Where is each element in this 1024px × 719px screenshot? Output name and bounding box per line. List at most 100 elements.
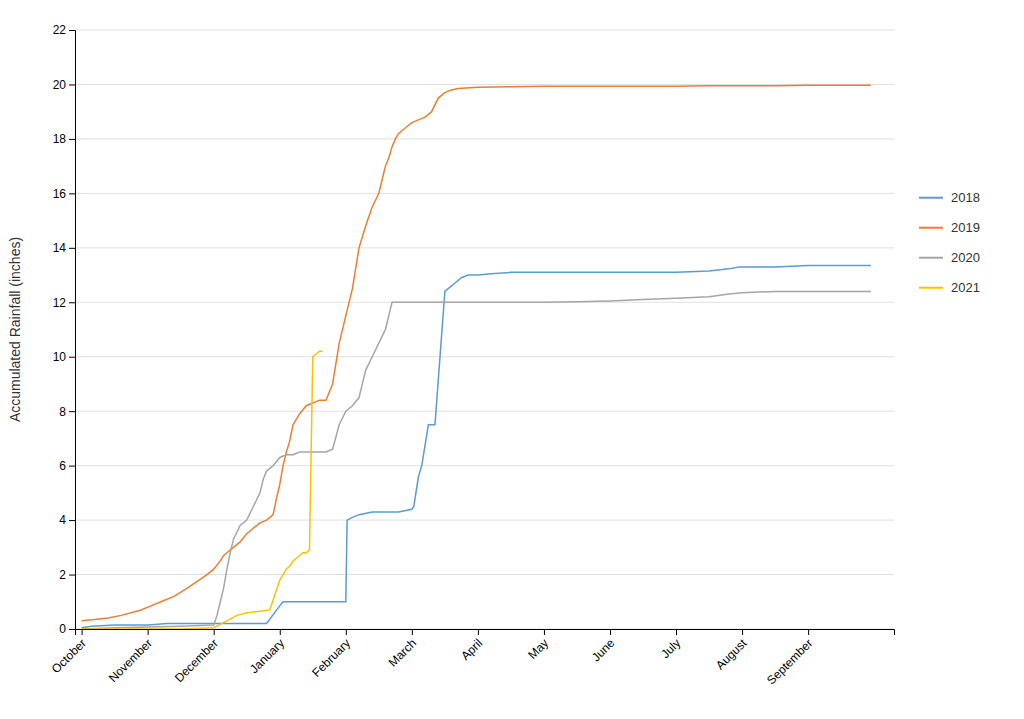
x-tick: July <box>658 629 683 661</box>
x-tick-label: October <box>49 636 89 676</box>
grid <box>75 30 894 629</box>
grid-line <box>75 465 894 466</box>
y-tick: 4 <box>59 513 75 527</box>
legend-item: 2021 <box>919 280 980 295</box>
legend-swatch <box>919 287 943 289</box>
y-axis-title: Accumulated Rainfall (inches) <box>7 237 23 422</box>
y-tick-label: 20 <box>53 78 67 92</box>
x-tick-mark <box>214 629 215 635</box>
y-tick: 22 <box>53 23 75 37</box>
y-tick-label: 18 <box>53 132 67 146</box>
x-tick-mark <box>676 629 677 635</box>
x-axis: October November December January February Ma… <box>49 629 895 687</box>
y-tick-mark <box>69 84 75 85</box>
x-tick-mark <box>82 629 83 635</box>
y-tick-label: 2 <box>59 568 66 582</box>
x-tick: February <box>309 629 353 680</box>
x-tick: January <box>247 629 287 676</box>
y-tick-label: 10 <box>53 350 67 364</box>
legend-label: 2018 <box>951 190 980 205</box>
y-tick: 2 <box>59 568 75 582</box>
y-tick-mark <box>69 520 75 521</box>
x-axis-line <box>76 630 895 636</box>
series-line <box>82 291 871 629</box>
x-tick-mark <box>478 629 479 635</box>
grid-line <box>75 411 894 412</box>
y-tick-mark <box>69 193 75 194</box>
y-tick: 0 <box>59 622 75 636</box>
y-tick-mark <box>69 302 75 303</box>
plot: October November December January February Ma… <box>7 23 895 687</box>
x-tick-mark <box>412 629 413 635</box>
y-tick: 6 <box>59 459 75 473</box>
x-tick: March <box>386 629 419 670</box>
x-tick: June <box>589 629 618 664</box>
y-tick-label: 6 <box>59 459 66 473</box>
y-tick-mark <box>69 139 75 140</box>
x-tick-label: April <box>458 636 485 663</box>
y-tick: 18 <box>53 132 75 146</box>
legend-label: 2021 <box>951 280 980 295</box>
x-tick-mark <box>742 629 743 635</box>
y-axis-line <box>69 31 76 630</box>
y-tick: 16 <box>53 187 75 201</box>
grid-line <box>75 520 894 521</box>
legend-item: 2020 <box>919 250 980 265</box>
x-tick: April <box>458 629 485 663</box>
y-tick-label: 16 <box>53 187 67 201</box>
y-tick-label: 14 <box>53 241 67 255</box>
y-tick-mark <box>69 466 75 467</box>
y-tick-label: 22 <box>53 23 67 37</box>
x-tick-label: June <box>589 636 618 665</box>
y-tick-label: 0 <box>59 622 66 636</box>
y-tick-mark <box>69 411 75 412</box>
x-tick-mark <box>808 629 809 635</box>
grid-line <box>75 84 894 85</box>
x-tick-label: February <box>309 636 353 680</box>
series-line <box>82 351 323 629</box>
y-tick-label: 4 <box>59 513 66 527</box>
x-tick: December <box>172 629 221 685</box>
x-tick-label: December <box>172 636 221 685</box>
legend-label: 2019 <box>951 220 980 235</box>
grid-line <box>75 30 894 31</box>
grid-line <box>75 356 894 357</box>
grid-line <box>75 193 894 194</box>
x-tick-label: September <box>764 636 815 687</box>
x-tick-mark <box>148 629 149 635</box>
legend-item: 2019 <box>919 220 980 235</box>
y-axis: 0 2 4 6 8 10 12 14 16 18 20 22 <box>53 23 76 636</box>
x-tick: September <box>764 629 815 687</box>
legend: 2018 2019 2020 2021 <box>919 190 980 295</box>
x-tick: November <box>106 629 155 685</box>
legend-swatch <box>919 197 943 199</box>
x-tick-mark <box>544 629 545 635</box>
legend-item: 2018 <box>919 190 980 205</box>
x-tick-label: November <box>106 636 155 685</box>
legend-swatch <box>919 257 943 259</box>
y-tick: 8 <box>59 405 75 419</box>
chart: October November December January February Ma… <box>0 0 1024 719</box>
y-tick: 12 <box>53 296 75 310</box>
y-tick-mark <box>69 357 75 358</box>
series-line <box>82 266 871 628</box>
x-tick-mark <box>346 629 347 635</box>
y-tick: 14 <box>53 241 75 255</box>
x-tick: May <box>525 629 551 662</box>
legend-swatch <box>919 227 943 229</box>
y-tick: 20 <box>53 78 75 92</box>
y-tick-label: 12 <box>53 296 67 310</box>
series-line <box>82 85 871 621</box>
x-tick-label: May <box>525 636 551 662</box>
lines <box>82 85 871 629</box>
y-tick-mark <box>69 629 75 630</box>
y-tick-mark <box>69 575 75 576</box>
y-tick-mark <box>69 248 75 249</box>
x-tick-label: March <box>386 636 419 669</box>
grid-line <box>75 247 894 248</box>
x-tick: August <box>713 629 750 672</box>
x-tick: October <box>49 629 89 676</box>
x-tick-mark <box>280 629 281 635</box>
x-tick-label: July <box>658 636 683 661</box>
y-tick-label: 8 <box>59 405 66 419</box>
